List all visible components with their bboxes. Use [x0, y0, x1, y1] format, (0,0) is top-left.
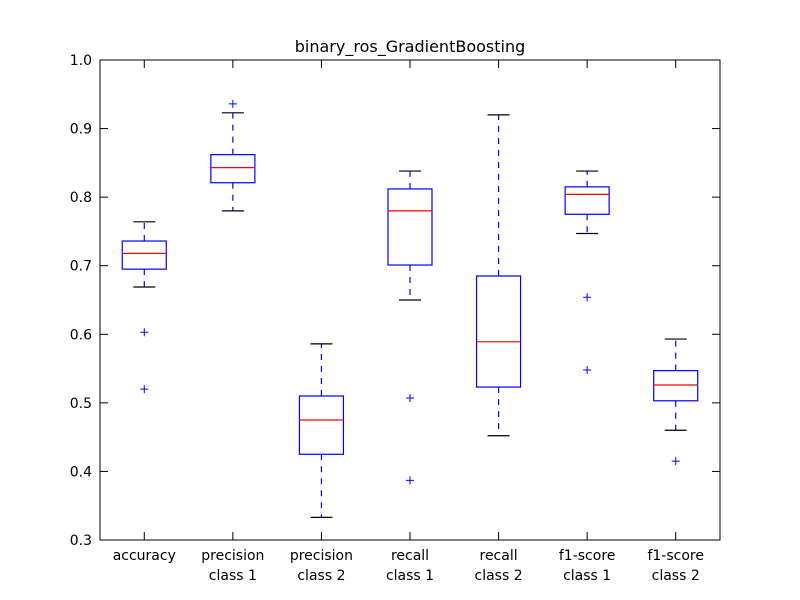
- flier-marker: [228, 99, 237, 108]
- x-tick-label: class 1: [209, 568, 257, 584]
- x-tick-label: class 2: [297, 568, 345, 584]
- y-tick-label: 0.7: [70, 259, 92, 275]
- x-tick-label: precision: [201, 548, 264, 564]
- x-tick-label: precision: [290, 548, 353, 564]
- y-tick-label: 0.4: [70, 464, 92, 480]
- box-iqr: [475, 275, 522, 388]
- x-tick-label: class 2: [652, 568, 700, 584]
- y-tick-label: 0.8: [70, 190, 92, 206]
- y-tick-label: 0.3: [70, 533, 92, 549]
- y-tick-label: 0.5: [70, 396, 92, 412]
- flier-marker: [583, 293, 592, 302]
- box-iqr: [387, 188, 433, 266]
- y-tick-label: 0.6: [70, 327, 92, 343]
- box-iqr: [298, 395, 345, 455]
- plot-area: 0.3 0.4 0.5 0.6 0.7 0.8 0.9 1.0 accuracy precisio…: [70, 53, 720, 584]
- y-tick-label: 1.0: [70, 53, 92, 69]
- x-tick-label: class 2: [475, 568, 523, 584]
- x-tick-label: recall: [391, 548, 429, 564]
- box-iqr: [121, 240, 167, 270]
- x-tick-label: f1-score: [647, 548, 704, 564]
- box-iqr: [653, 370, 699, 402]
- box-iqr: [210, 154, 256, 184]
- flier-marker: [406, 394, 414, 403]
- x-tick-label: recall: [480, 548, 518, 564]
- box-iqr: [564, 186, 610, 215]
- y-tick-label: 0.9: [70, 122, 92, 138]
- flier-marker: [583, 365, 592, 374]
- flier-marker: [140, 328, 149, 337]
- flier-marker: [140, 385, 149, 394]
- x-tick-label: class 1: [563, 568, 611, 584]
- chart-title: binary_ros_GradientBoosting: [295, 37, 526, 57]
- flier-marker: [671, 457, 680, 466]
- x-tick-label: class 1: [386, 568, 434, 584]
- axes-frame: [99, 59, 721, 541]
- x-tick-label: accuracy: [113, 548, 176, 564]
- flier-marker: [406, 476, 414, 485]
- x-tick-label: f1-score: [559, 548, 616, 564]
